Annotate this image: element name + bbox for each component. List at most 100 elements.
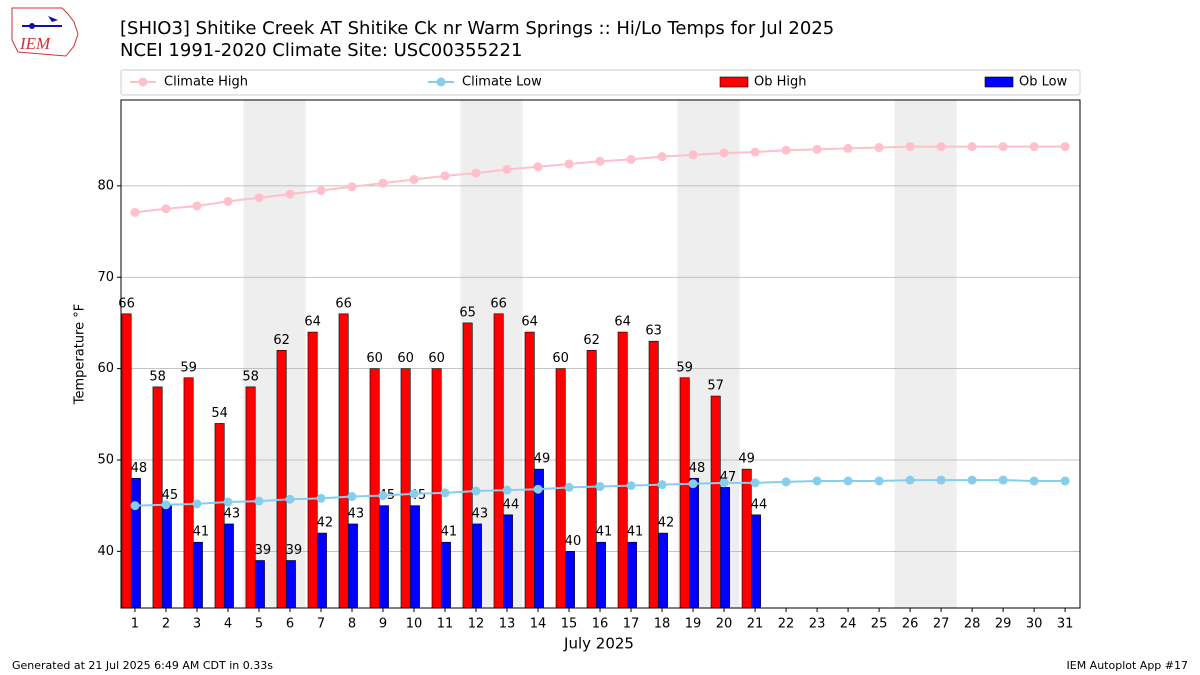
point: [1060, 142, 1070, 152]
x-tick-label: 23: [809, 617, 826, 632]
point: [781, 477, 791, 487]
bar-value-label: 58: [242, 369, 259, 384]
point: [874, 476, 884, 486]
point: [533, 162, 543, 172]
point: [564, 482, 574, 492]
point: [347, 182, 357, 192]
point: [440, 488, 450, 498]
x-axis-label: July 2025: [563, 635, 634, 653]
point: [998, 475, 1008, 485]
bar-value-label: 49: [534, 452, 551, 467]
bar: [161, 505, 172, 609]
bar-value-label: 41: [627, 525, 644, 540]
point: [688, 479, 698, 489]
x-tick-label: 12: [468, 617, 485, 632]
legend-swatch: [984, 76, 1014, 88]
bar: [316, 532, 327, 609]
point: [378, 178, 388, 188]
point: [192, 499, 202, 509]
bar-value-label: 65: [459, 305, 476, 320]
bar-value-label: 58: [149, 369, 166, 384]
point: [285, 494, 295, 504]
bar: [524, 331, 535, 609]
y-tick-label: 70: [97, 270, 114, 285]
x-tick-label: 15: [561, 617, 578, 632]
bar-value-label: 59: [676, 360, 693, 375]
point: [254, 496, 264, 506]
point: [316, 493, 326, 503]
point: [936, 475, 946, 485]
point: [905, 475, 915, 485]
bar: [596, 541, 606, 609]
x-tick-label: 17: [623, 617, 640, 632]
point: [905, 142, 915, 152]
x-tick-label: 22: [778, 617, 795, 632]
bar: [462, 322, 473, 609]
x-tick-label: 20: [716, 617, 733, 632]
point: [719, 478, 729, 488]
point: [626, 481, 636, 491]
chart-subtitle: NCEI 1991-2020 Climate Site: USC00355221: [120, 40, 522, 61]
bar: [679, 377, 690, 609]
x-tick-label: 2: [162, 617, 170, 632]
point: [750, 478, 760, 488]
bar: [307, 331, 318, 609]
bar: [183, 377, 194, 609]
bar-value-label: 44: [503, 497, 520, 512]
x-tick-label: 27: [933, 617, 950, 632]
bar-value-label: 60: [428, 351, 445, 366]
bar-value-label: 54: [211, 406, 228, 421]
x-tick-label: 13: [499, 617, 516, 632]
bar-value-label: 62: [273, 333, 290, 348]
legend-entry: Climate Low: [428, 75, 542, 90]
x-tick-label: 24: [840, 617, 857, 632]
y-tick-label: 80: [97, 178, 114, 193]
x-tick-label: 25: [871, 617, 888, 632]
bar-value-label: 42: [658, 516, 675, 531]
bar-value-label: 42: [317, 516, 334, 531]
x-tick-label: 8: [348, 617, 356, 632]
point: [285, 189, 295, 199]
point: [781, 145, 791, 155]
point: [409, 174, 419, 184]
x-tick-label: 14: [530, 617, 547, 632]
bar-value-label: 64: [304, 315, 321, 330]
point: [192, 201, 202, 211]
point: [936, 142, 946, 152]
x-tick-label: 10: [406, 617, 423, 632]
point: [843, 143, 853, 153]
bar-value-label: 63: [645, 324, 662, 339]
point: [688, 150, 698, 160]
bar: [440, 541, 451, 609]
x-tick-label: 18: [654, 617, 671, 632]
point: [130, 501, 140, 511]
y-axis-label: Temperature °F: [73, 304, 88, 405]
x-tick-label: 26: [902, 617, 919, 632]
plot-frame: [120, 99, 1081, 609]
y-tick-label: 50: [97, 452, 114, 467]
point: [223, 196, 233, 206]
y-tick-label: 60: [97, 361, 114, 376]
bar: [710, 395, 721, 609]
weekend-shade: [894, 100, 957, 608]
bar-value-label: 44: [751, 497, 768, 512]
bar-value-label: 48: [131, 461, 148, 476]
point: [564, 159, 574, 169]
bar-value-label: 43: [348, 506, 365, 521]
bar: [627, 541, 637, 609]
bar-value-label: 41: [441, 525, 458, 540]
legend: [120, 69, 1081, 96]
x-tick-label: 21: [747, 617, 764, 632]
legend-swatch: [138, 77, 148, 87]
bar: [648, 340, 659, 609]
point: [595, 156, 605, 166]
x-tick-label: 6: [286, 617, 294, 632]
bar-value-label: 41: [596, 525, 613, 540]
point: [626, 154, 636, 164]
point: [223, 497, 233, 507]
point: [967, 475, 977, 485]
bar-value-label: 59: [180, 360, 197, 375]
point: [967, 142, 977, 152]
bar: [565, 551, 575, 609]
